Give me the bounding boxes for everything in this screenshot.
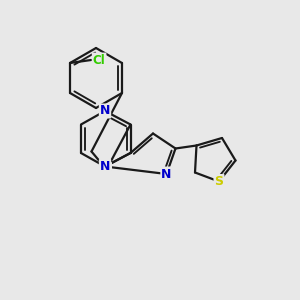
Text: N: N <box>100 160 110 173</box>
Text: N: N <box>100 104 110 118</box>
Text: S: S <box>214 175 224 188</box>
Text: Cl: Cl <box>93 53 106 67</box>
Text: S: S <box>102 163 111 176</box>
Text: N: N <box>161 167 172 181</box>
